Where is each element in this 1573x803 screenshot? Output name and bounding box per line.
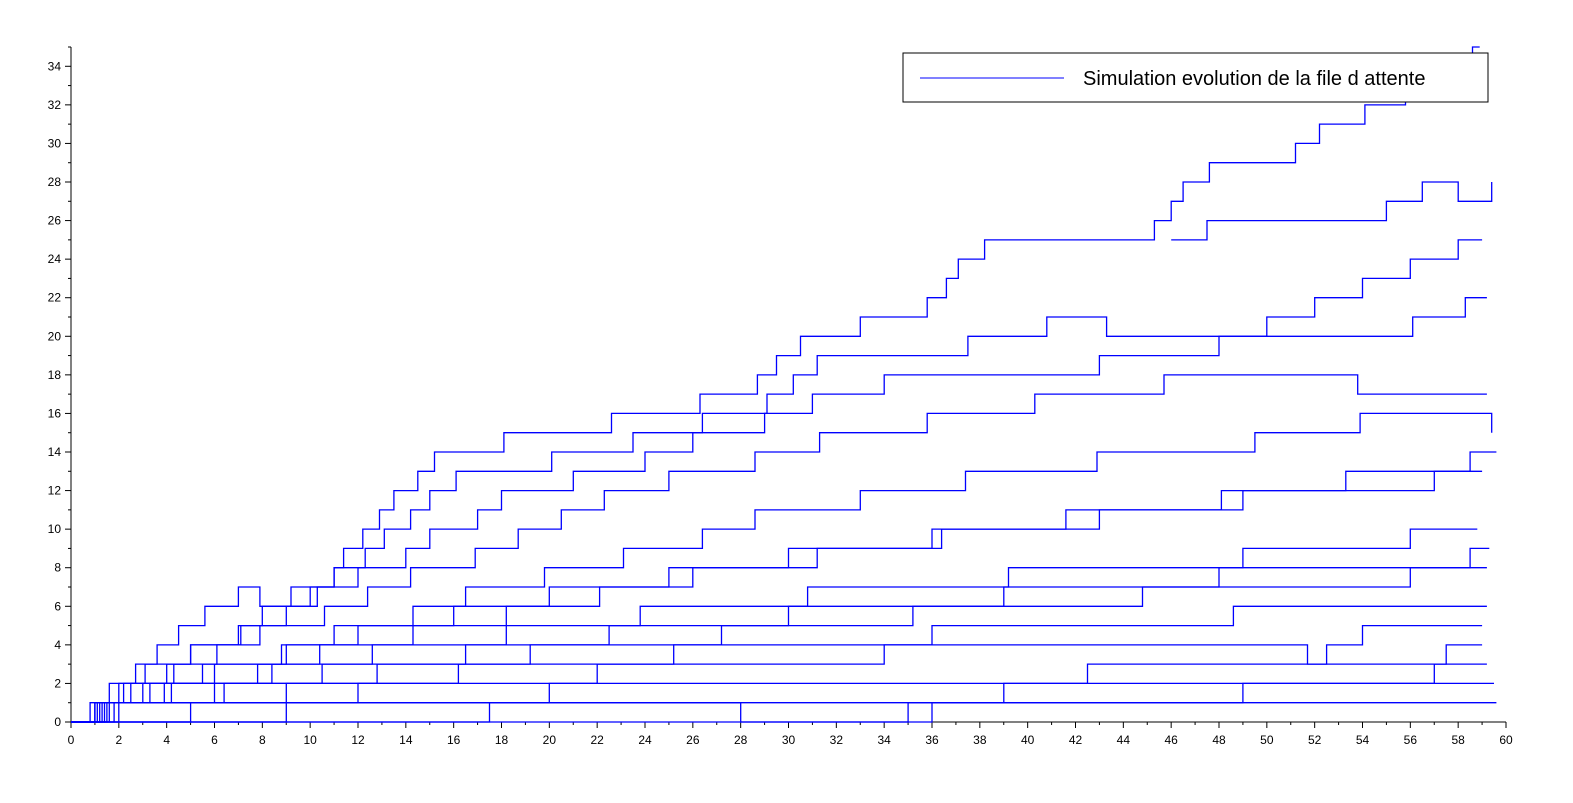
x-tick-label: 48 — [1212, 733, 1226, 747]
x-tick-label: 0 — [68, 733, 75, 747]
y-tick-label: 12 — [48, 484, 62, 498]
x-tick-label: 40 — [1021, 733, 1035, 747]
series-line-10 — [71, 605, 1487, 723]
x-tick-label: 60 — [1499, 733, 1513, 747]
y-tick-label: 4 — [54, 638, 61, 652]
y-tick-label: 24 — [48, 252, 62, 266]
x-tick-label: 32 — [830, 733, 844, 747]
x-tick-label: 12 — [351, 733, 365, 747]
series-line-11 — [71, 624, 1483, 723]
y-tick-label: 10 — [48, 522, 62, 536]
y-tick-label: 6 — [54, 599, 61, 613]
x-tick-label: 8 — [259, 733, 266, 747]
x-tick-label: 18 — [495, 733, 509, 747]
legend-label: Simulation evolution de la file d attent… — [1083, 68, 1425, 90]
y-tick-label: 20 — [48, 329, 62, 343]
series-line-16 — [1171, 181, 1493, 241]
x-tick-label: 10 — [303, 733, 317, 747]
series-line-13 — [71, 663, 1487, 723]
y-tick-label: 32 — [48, 98, 62, 112]
y-tick-label: 14 — [48, 445, 62, 459]
series-line-7 — [71, 528, 1478, 723]
x-tick-label: 52 — [1308, 733, 1322, 747]
x-tick-label: 20 — [543, 733, 557, 747]
series-line-4 — [71, 412, 1493, 723]
x-tick-label: 34 — [877, 733, 891, 747]
y-tick-label: 28 — [48, 175, 62, 189]
x-tick-label: 46 — [1164, 733, 1178, 747]
y-tick-label: 16 — [48, 406, 62, 420]
x-tick-label: 16 — [447, 733, 461, 747]
x-tick-label: 6 — [211, 733, 218, 747]
x-tick-label: 26 — [686, 733, 700, 747]
series-line-3 — [71, 374, 1487, 723]
x-tick-label: 2 — [115, 733, 122, 747]
series-line-6 — [71, 470, 1483, 723]
x-tick-label: 54 — [1356, 733, 1370, 747]
series-line-15 — [71, 702, 1497, 723]
x-tick-label: 36 — [925, 733, 939, 747]
x-tick-label: 4 — [163, 733, 170, 747]
y-tick-label: 8 — [54, 561, 61, 575]
x-tick-label: 56 — [1404, 733, 1418, 747]
x-tick-label: 42 — [1069, 733, 1083, 747]
y-tick-label: 30 — [48, 136, 62, 150]
y-tick-label: 26 — [48, 214, 62, 228]
x-tick-label: 44 — [1117, 733, 1131, 747]
legend: Simulation evolution de la file d attent… — [902, 52, 1489, 103]
series-line-2 — [71, 239, 1483, 723]
series-layer — [71, 46, 1497, 723]
axes: 0 2 4 6 8 10 12 14 16 18 20 22 24 26 28 30 32 34 36 38 40 42 4… — [48, 46, 1513, 747]
y-tick-label: 22 — [48, 291, 62, 305]
x-tick-label: 50 — [1260, 733, 1274, 747]
y-tick-label: 34 — [48, 59, 62, 73]
x-tick-label: 28 — [734, 733, 748, 747]
series-line-0 — [71, 46, 1480, 723]
y-tick-label: 0 — [54, 715, 61, 729]
x-tick-label: 14 — [399, 733, 413, 747]
x-tick-label: 24 — [638, 733, 652, 747]
x-tick-label: 58 — [1451, 733, 1465, 747]
y-tick-label: 2 — [54, 676, 61, 690]
x-tick-label: 38 — [973, 733, 987, 747]
x-tick-label: 30 — [782, 733, 796, 747]
y-tick-label: 18 — [48, 368, 62, 382]
x-tick-label: 22 — [590, 733, 604, 747]
series-line-8 — [71, 547, 1490, 723]
series-line-9 — [71, 567, 1487, 723]
